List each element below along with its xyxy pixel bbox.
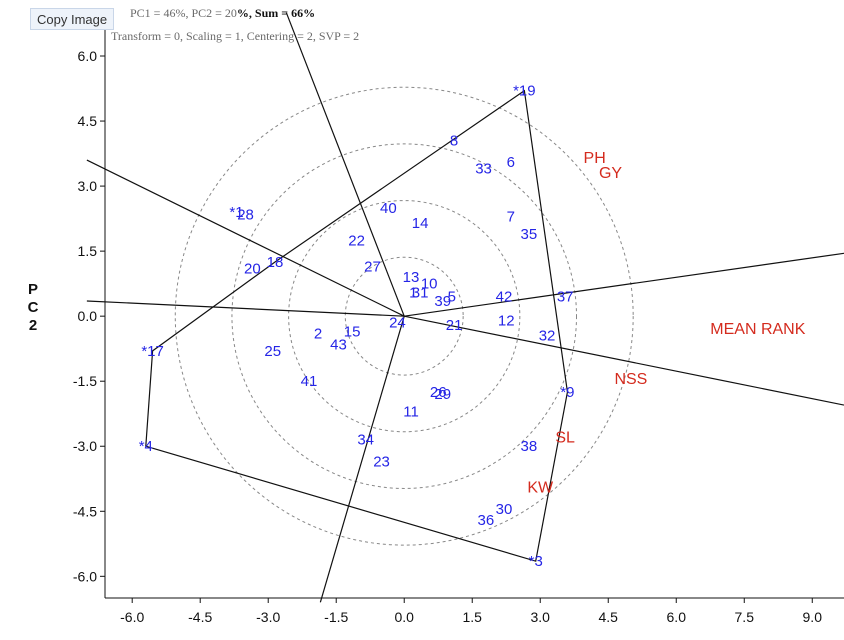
y-tick-label: 3.0 — [78, 178, 98, 194]
sector-ray-3 — [86, 300, 405, 317]
chart-header-line1: PC1 = 46%, PC2 = 20%, Sum = 66% — [130, 6, 315, 20]
genotype-33: 33 — [475, 161, 492, 178]
genotype-42: 42 — [496, 289, 513, 306]
genotype-37: 37 — [557, 289, 574, 306]
environment-gy: GY — [599, 165, 622, 182]
genotype-43: 43 — [330, 336, 347, 353]
genotype-1: 1 — [409, 284, 417, 301]
genotype-31: 31 — [412, 284, 429, 301]
genotype-39: 39 — [434, 293, 451, 310]
y-tick-label: 1.5 — [78, 243, 98, 259]
concentric-circle-1 — [344, 256, 464, 376]
polygon-layer — [86, 12, 844, 603]
genotype-26: 26 — [430, 384, 447, 401]
genotype-32: 32 — [539, 328, 556, 345]
x-tick-label: -6.0 — [120, 609, 144, 625]
genotype-25: 25 — [264, 343, 281, 360]
genotype-7: 7 — [507, 208, 515, 225]
genotype-24: 24 — [389, 315, 406, 332]
genotype-27: 27 — [364, 258, 381, 275]
genotype-36: 36 — [477, 512, 494, 529]
genotype-20: 20 — [244, 260, 261, 277]
x-tick-label: 1.5 — [462, 609, 482, 625]
chart-header-line2: Transform = 0, Scaling = 1, Centering = … — [111, 29, 359, 43]
environment-ph: PH — [584, 150, 606, 167]
genotype-4: *4 — [139, 438, 153, 455]
y-axis-label-line2: C — [28, 299, 39, 316]
genotype-28: 28 — [237, 206, 254, 223]
genotype-38: 38 — [521, 438, 538, 455]
genotype-41: 41 — [301, 373, 318, 390]
genotype-11: 11 — [403, 404, 419, 421]
x-tick-label: 4.5 — [599, 609, 619, 625]
genotype-22: 22 — [348, 232, 365, 249]
genotype-5: 5 — [448, 289, 456, 306]
y-axis-label-line1: P — [28, 281, 38, 298]
x-tick-label: 3.0 — [531, 609, 551, 625]
environment-nss: NSS — [614, 371, 647, 388]
x-tick-label: 6.0 — [667, 609, 687, 625]
sector-ray-4 — [319, 315, 405, 603]
axes: -6.0 -4.5 -3.0 -1.5 0.0 1.5 3.0 4.5 6.0 7.5 9.0 6.0… — [73, 30, 844, 625]
x-tick-label: -3.0 — [256, 609, 280, 625]
genotype-40: 40 — [380, 200, 397, 217]
environment-sl: SL — [555, 430, 575, 447]
genotype-12: 12 — [498, 313, 515, 330]
sector-ray-1 — [285, 12, 405, 317]
header-line1-end: %, Sum = 66% — [237, 6, 315, 20]
y-axis-label-line3: 2 — [29, 317, 37, 334]
y-tick-label: -1.5 — [73, 373, 97, 389]
genotype-15: 15 — [344, 323, 361, 340]
genotype-34: 34 — [357, 432, 374, 449]
x-tick-label: -4.5 — [188, 609, 212, 625]
environment-kw: KW — [527, 479, 554, 496]
x-tick-label: 9.0 — [803, 609, 823, 625]
y-tick-label: 0.0 — [78, 308, 98, 324]
concentric-circle-3 — [231, 143, 578, 489]
y-tick-label: -3.0 — [73, 438, 97, 454]
genotype-21: 21 — [446, 317, 463, 334]
copy-image-button[interactable]: Copy Image — [30, 8, 115, 30]
genotype-1: *1 — [229, 204, 243, 221]
genotype-13: 13 — [403, 269, 420, 286]
sector-ray-2 — [86, 159, 405, 317]
genotype-10: 10 — [421, 276, 438, 293]
sector-ray-6 — [404, 252, 844, 317]
which-won-where-polygon — [145, 89, 569, 562]
y-axis-label: P C 2 — [28, 281, 39, 334]
genotype-29: 29 — [434, 386, 451, 403]
genotype-8: 8 — [450, 133, 458, 150]
sector-ray-5 — [404, 315, 844, 406]
y-tick-label: -6.0 — [73, 568, 97, 584]
y-tick-label: 6.0 — [78, 48, 98, 64]
x-tick-label: 0.0 — [394, 609, 414, 625]
genotype-6: 6 — [507, 154, 515, 171]
genotype-18: 18 — [267, 254, 284, 271]
genotype-17: *17 — [141, 343, 164, 360]
y-tick-label: 4.5 — [78, 113, 98, 129]
y-tick-label: -4.5 — [73, 503, 97, 519]
genotype-2: 2 — [314, 326, 322, 343]
genotype-9: *9 — [560, 384, 574, 401]
concentric-circle-2 — [288, 200, 521, 433]
header-line1-start: PC1 = 46%, PC2 = 20 — [130, 6, 237, 20]
genotype-14: 14 — [412, 215, 429, 232]
x-tick-label: -1.5 — [324, 609, 348, 625]
concentric-circle-4 — [174, 86, 634, 546]
genotype-23: 23 — [373, 453, 390, 470]
genotype-3: *3 — [529, 553, 543, 570]
genotype-35: 35 — [521, 226, 538, 243]
environment-mean-rank: MEAN RANK — [710, 321, 805, 338]
genotype-30: 30 — [496, 501, 513, 518]
genotype-19: *19 — [513, 83, 536, 100]
x-tick-label: 7.5 — [735, 609, 755, 625]
concentric-circles — [174, 86, 634, 546]
